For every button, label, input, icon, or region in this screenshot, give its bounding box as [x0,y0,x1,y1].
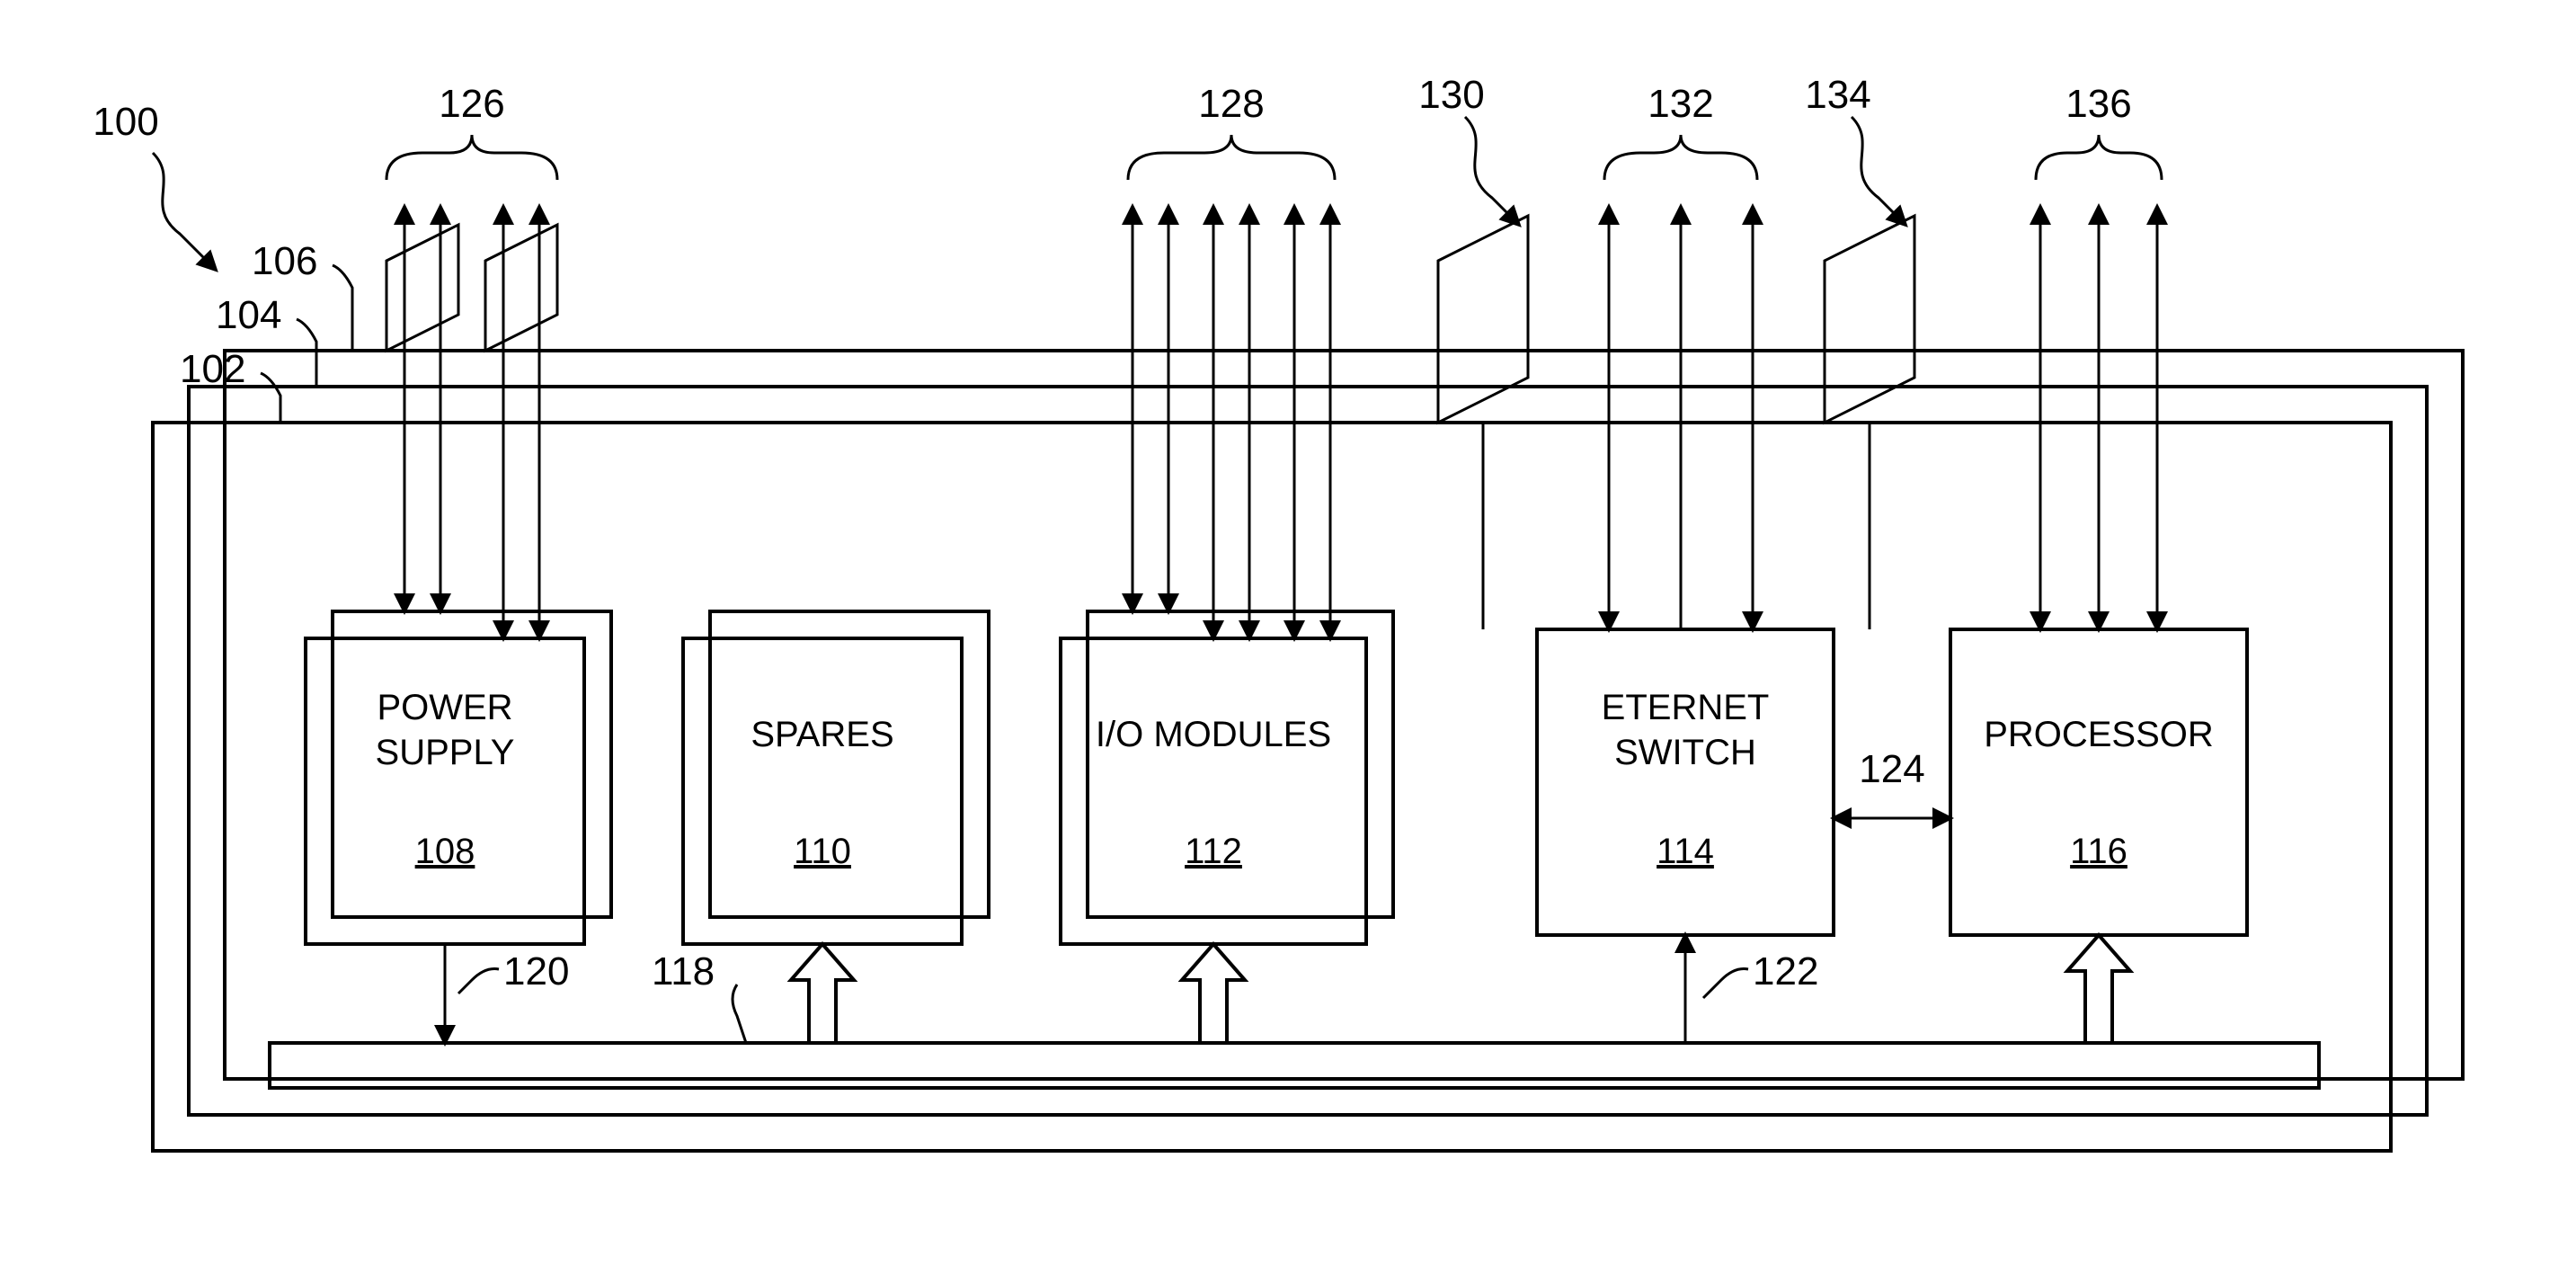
svg-text:PROCESSOR: PROCESSOR [1984,715,2214,754]
ethernet-switch-block: ETERNET SWITCH 114 [1537,629,1834,935]
overall-ref: 100 [93,100,216,270]
svg-text:SPARES: SPARES [751,715,893,754]
svg-text:112: 112 [1185,832,1242,871]
top-group-126: 126 [386,82,557,638]
svg-text:114: 114 [1657,832,1714,871]
bp-to-switch: 122 [1685,935,1818,1043]
bp-arrow-processor [2067,935,2130,1043]
svg-text:128: 128 [1198,82,1264,126]
svg-text:100: 100 [93,100,158,144]
svg-text:104: 104 [216,293,281,337]
switch-to-processor: 124 [1834,747,1950,818]
svg-text:136: 136 [2065,82,2131,126]
io-modules-block: I/O MODULES 112 [1061,611,1393,944]
svg-text:106: 106 [252,239,317,283]
svg-text:122: 122 [1753,949,1818,993]
svg-text:130: 130 [1418,73,1484,117]
svg-text:SUPPLY: SUPPLY [376,733,515,772]
top-group-128: 128 [1128,82,1335,638]
backplane-ref: 118 [652,949,746,1043]
power-supply-block: POWER SUPPLY 108 [306,611,611,944]
svg-text:POWER: POWER [377,688,512,727]
svg-text:102: 102 [180,347,245,391]
svg-text:ETERNET: ETERNET [1602,688,1770,727]
svg-text:134: 134 [1805,73,1870,117]
svg-text:SWITCH: SWITCH [1614,733,1756,772]
svg-text:120: 120 [503,949,569,993]
bp-arrow-io [1182,944,1245,1043]
svg-text:108: 108 [415,832,475,871]
svg-text:110: 110 [794,832,851,871]
top-group-136: 136 [2036,82,2162,629]
processor-block: PROCESSOR 116 [1950,629,2247,935]
svg-text:I/O MODULES: I/O MODULES [1096,715,1331,754]
svg-text:116: 116 [2070,832,2127,871]
spares-block: SPARES 110 [683,611,989,944]
power-to-backplane: 120 [445,944,569,1043]
svg-text:126: 126 [439,82,504,126]
svg-text:132: 132 [1648,82,1713,126]
bp-arrow-spares [791,944,854,1043]
backplane-bus [270,1043,2319,1088]
block-diagram: 106 104 102 100 POWER SUPPLY 108 SPARES … [0,0,2576,1274]
svg-text:124: 124 [1859,747,1924,791]
top-group-132: 132 [1604,82,1757,629]
svg-text:118: 118 [652,949,715,993]
